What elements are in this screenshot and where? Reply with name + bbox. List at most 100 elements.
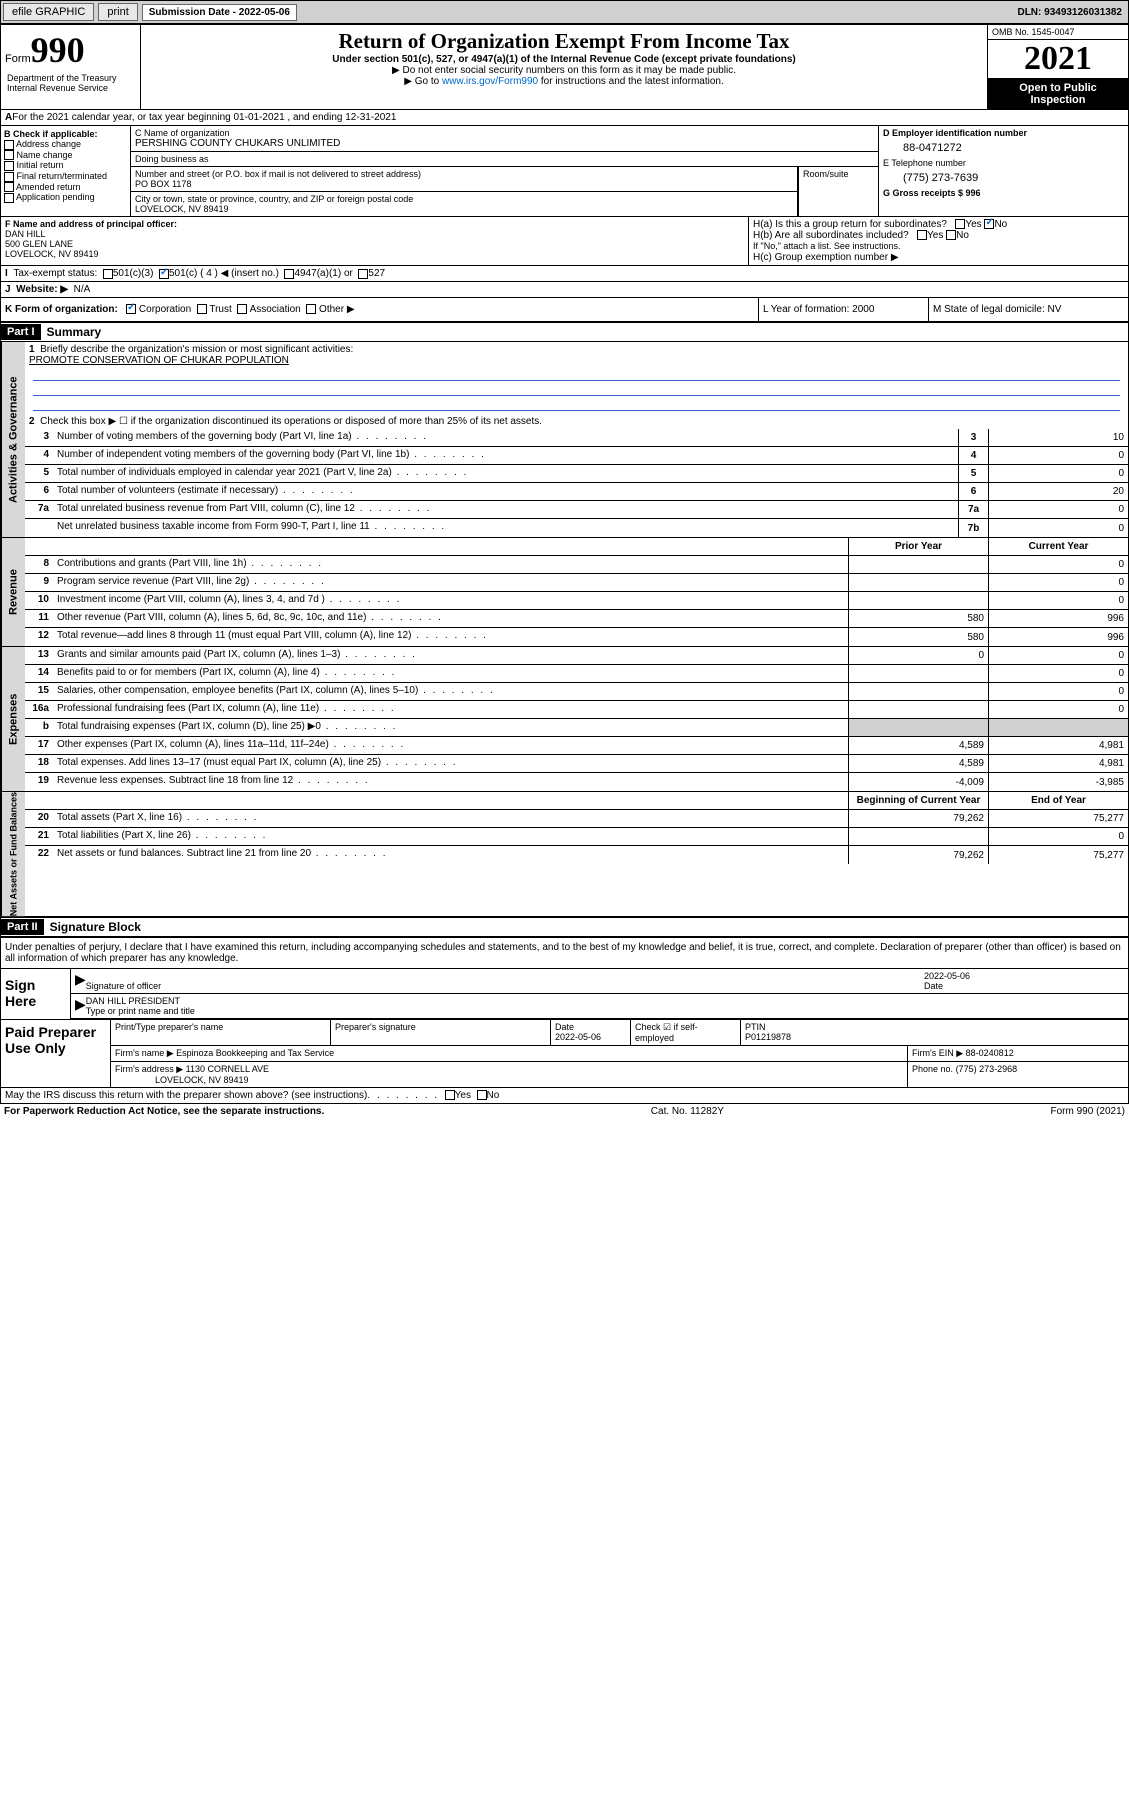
firm-name: Espinoza Bookkeeping and Tax Service [176, 1048, 334, 1058]
line-text: Revenue less expenses. Subtract line 18 … [53, 773, 848, 791]
dln: DLN: 93493126031382 [1011, 5, 1128, 20]
line-num: b [25, 719, 53, 736]
chk-ha-yes[interactable] [955, 219, 965, 229]
chk-amended[interactable] [4, 182, 14, 192]
line-text: Professional fundraising fees (Part IX, … [53, 701, 848, 718]
dept-treasury: Department of the Treasury Internal Reve… [5, 71, 136, 95]
chk-address-change[interactable] [4, 140, 14, 150]
line-num: 5 [25, 465, 53, 482]
firm-phone: (775) 273-2968 [956, 1064, 1018, 1074]
line-num: 11 [25, 610, 53, 627]
line-num: 13 [25, 647, 53, 664]
website-value: N/A [74, 284, 91, 295]
chk-name-change[interactable] [4, 150, 14, 160]
mission-label: Briefly describe the organization's miss… [40, 344, 353, 355]
line-text: Program service revenue (Part VIII, line… [53, 574, 848, 591]
side-expenses: Expenses [1, 647, 25, 791]
col-prior-year: Prior Year [848, 538, 988, 555]
chk-application-pending[interactable] [4, 193, 14, 203]
prep-name-label: Print/Type preparer's name [111, 1020, 331, 1045]
inspection-badge: Open to Public Inspection [988, 79, 1128, 109]
current-val: 0 [988, 647, 1128, 664]
line-text: Salaries, other compensation, employee b… [53, 683, 848, 700]
line-val: 10 [988, 429, 1128, 446]
efile-button[interactable]: efile GRAPHIC [3, 3, 94, 21]
chk-corp[interactable] [126, 304, 136, 314]
line-col: 7a [958, 501, 988, 518]
prior-val [848, 719, 988, 736]
part2-header: Part II [1, 919, 44, 935]
chk-final-return[interactable] [4, 172, 14, 182]
firm-addr2: LOVELOCK, NV 89419 [155, 1075, 249, 1085]
chk-hb-yes[interactable] [917, 230, 927, 240]
prior-val: 4,589 [848, 737, 988, 754]
irs-link[interactable]: www.irs.gov/Form990 [442, 76, 538, 87]
chk-discuss-no[interactable] [477, 1090, 487, 1100]
line-num: 7a [25, 501, 53, 518]
line-text: Total liabilities (Part X, line 26) [53, 828, 848, 845]
form-title: Return of Organization Exempt From Incom… [145, 29, 983, 54]
prep-date: 2022-05-06 [555, 1032, 601, 1042]
ein-value: 88-0471272 [883, 138, 1124, 158]
print-button[interactable]: print [98, 3, 137, 21]
prior-val: 0 [848, 647, 988, 664]
line-col: 4 [958, 447, 988, 464]
check-self-employed: Check ☑ if self-employed [631, 1020, 741, 1045]
website-label: Website: ▶ [16, 284, 68, 295]
chk-initial-return[interactable] [4, 161, 14, 171]
part1-header: Part I [1, 324, 41, 340]
prior-val [848, 665, 988, 682]
chk-other[interactable] [306, 304, 316, 314]
org-name: PERSHING COUNTY CHUKARS UNLIMITED [135, 138, 340, 149]
line2-text: Check this box ▶ ☐ if the organization d… [40, 416, 542, 427]
current-val: 996 [988, 628, 1128, 646]
phone-label: E Telephone number [883, 158, 1124, 168]
footer-form: Form 990 (2021) [1051, 1106, 1125, 1117]
line-text: Net assets or fund balances. Subtract li… [53, 846, 848, 864]
current-val: 75,277 [988, 810, 1128, 827]
prior-val: 580 [848, 610, 988, 627]
city-value: LOVELOCK, NV 89419 [135, 204, 229, 214]
line-text: Total assets (Part X, line 16) [53, 810, 848, 827]
type-name-label: Type or print name and title [86, 1006, 195, 1016]
line-num: 19 [25, 773, 53, 791]
current-val: 0 [988, 701, 1128, 718]
chk-501c[interactable] [159, 269, 169, 279]
line-text: Total fundraising expenses (Part IX, col… [53, 719, 848, 736]
line-num: 12 [25, 628, 53, 646]
prior-val [848, 574, 988, 591]
officer-name-title: DAN HILL PRESIDENT [86, 996, 180, 1006]
kform-label: K Form of organization: [5, 304, 118, 315]
prior-val: 580 [848, 628, 988, 646]
line-num: 20 [25, 810, 53, 827]
chk-4947[interactable] [284, 269, 294, 279]
current-val: 0 [988, 592, 1128, 609]
sig-date-label: Date [924, 981, 943, 991]
year-formation: L Year of formation: 2000 [758, 298, 928, 321]
topbar: efile GRAPHIC print Submission Date - 20… [0, 0, 1129, 24]
footer-paperwork: For Paperwork Reduction Act Notice, see … [4, 1106, 324, 1117]
chk-trust[interactable] [197, 304, 207, 314]
line-text: Number of independent voting members of … [53, 447, 958, 464]
chk-assoc[interactable] [237, 304, 247, 314]
chk-discuss-yes[interactable] [445, 1090, 455, 1100]
line-col: 5 [958, 465, 988, 482]
line-val: 0 [988, 501, 1128, 518]
side-governance: Activities & Governance [1, 342, 25, 537]
chk-hb-no[interactable] [946, 230, 956, 240]
firm-ein: 88-0240812 [966, 1048, 1014, 1058]
paid-preparer-label: Paid Preparer Use Only [1, 1020, 111, 1087]
current-val [988, 719, 1128, 736]
ha-label: H(a) Is this a group return for subordin… [753, 219, 947, 230]
line-text: Investment income (Part VIII, column (A)… [53, 592, 848, 609]
chk-527[interactable] [358, 269, 368, 279]
chk-501c3[interactable] [103, 269, 113, 279]
current-val: 4,981 [988, 755, 1128, 772]
col-begin-year: Beginning of Current Year [848, 792, 988, 809]
line-num: 17 [25, 737, 53, 754]
current-val: 0 [988, 683, 1128, 700]
chk-ha-no[interactable] [984, 219, 994, 229]
line-num: 14 [25, 665, 53, 682]
side-revenue: Revenue [1, 538, 25, 646]
current-val: 0 [988, 828, 1128, 845]
